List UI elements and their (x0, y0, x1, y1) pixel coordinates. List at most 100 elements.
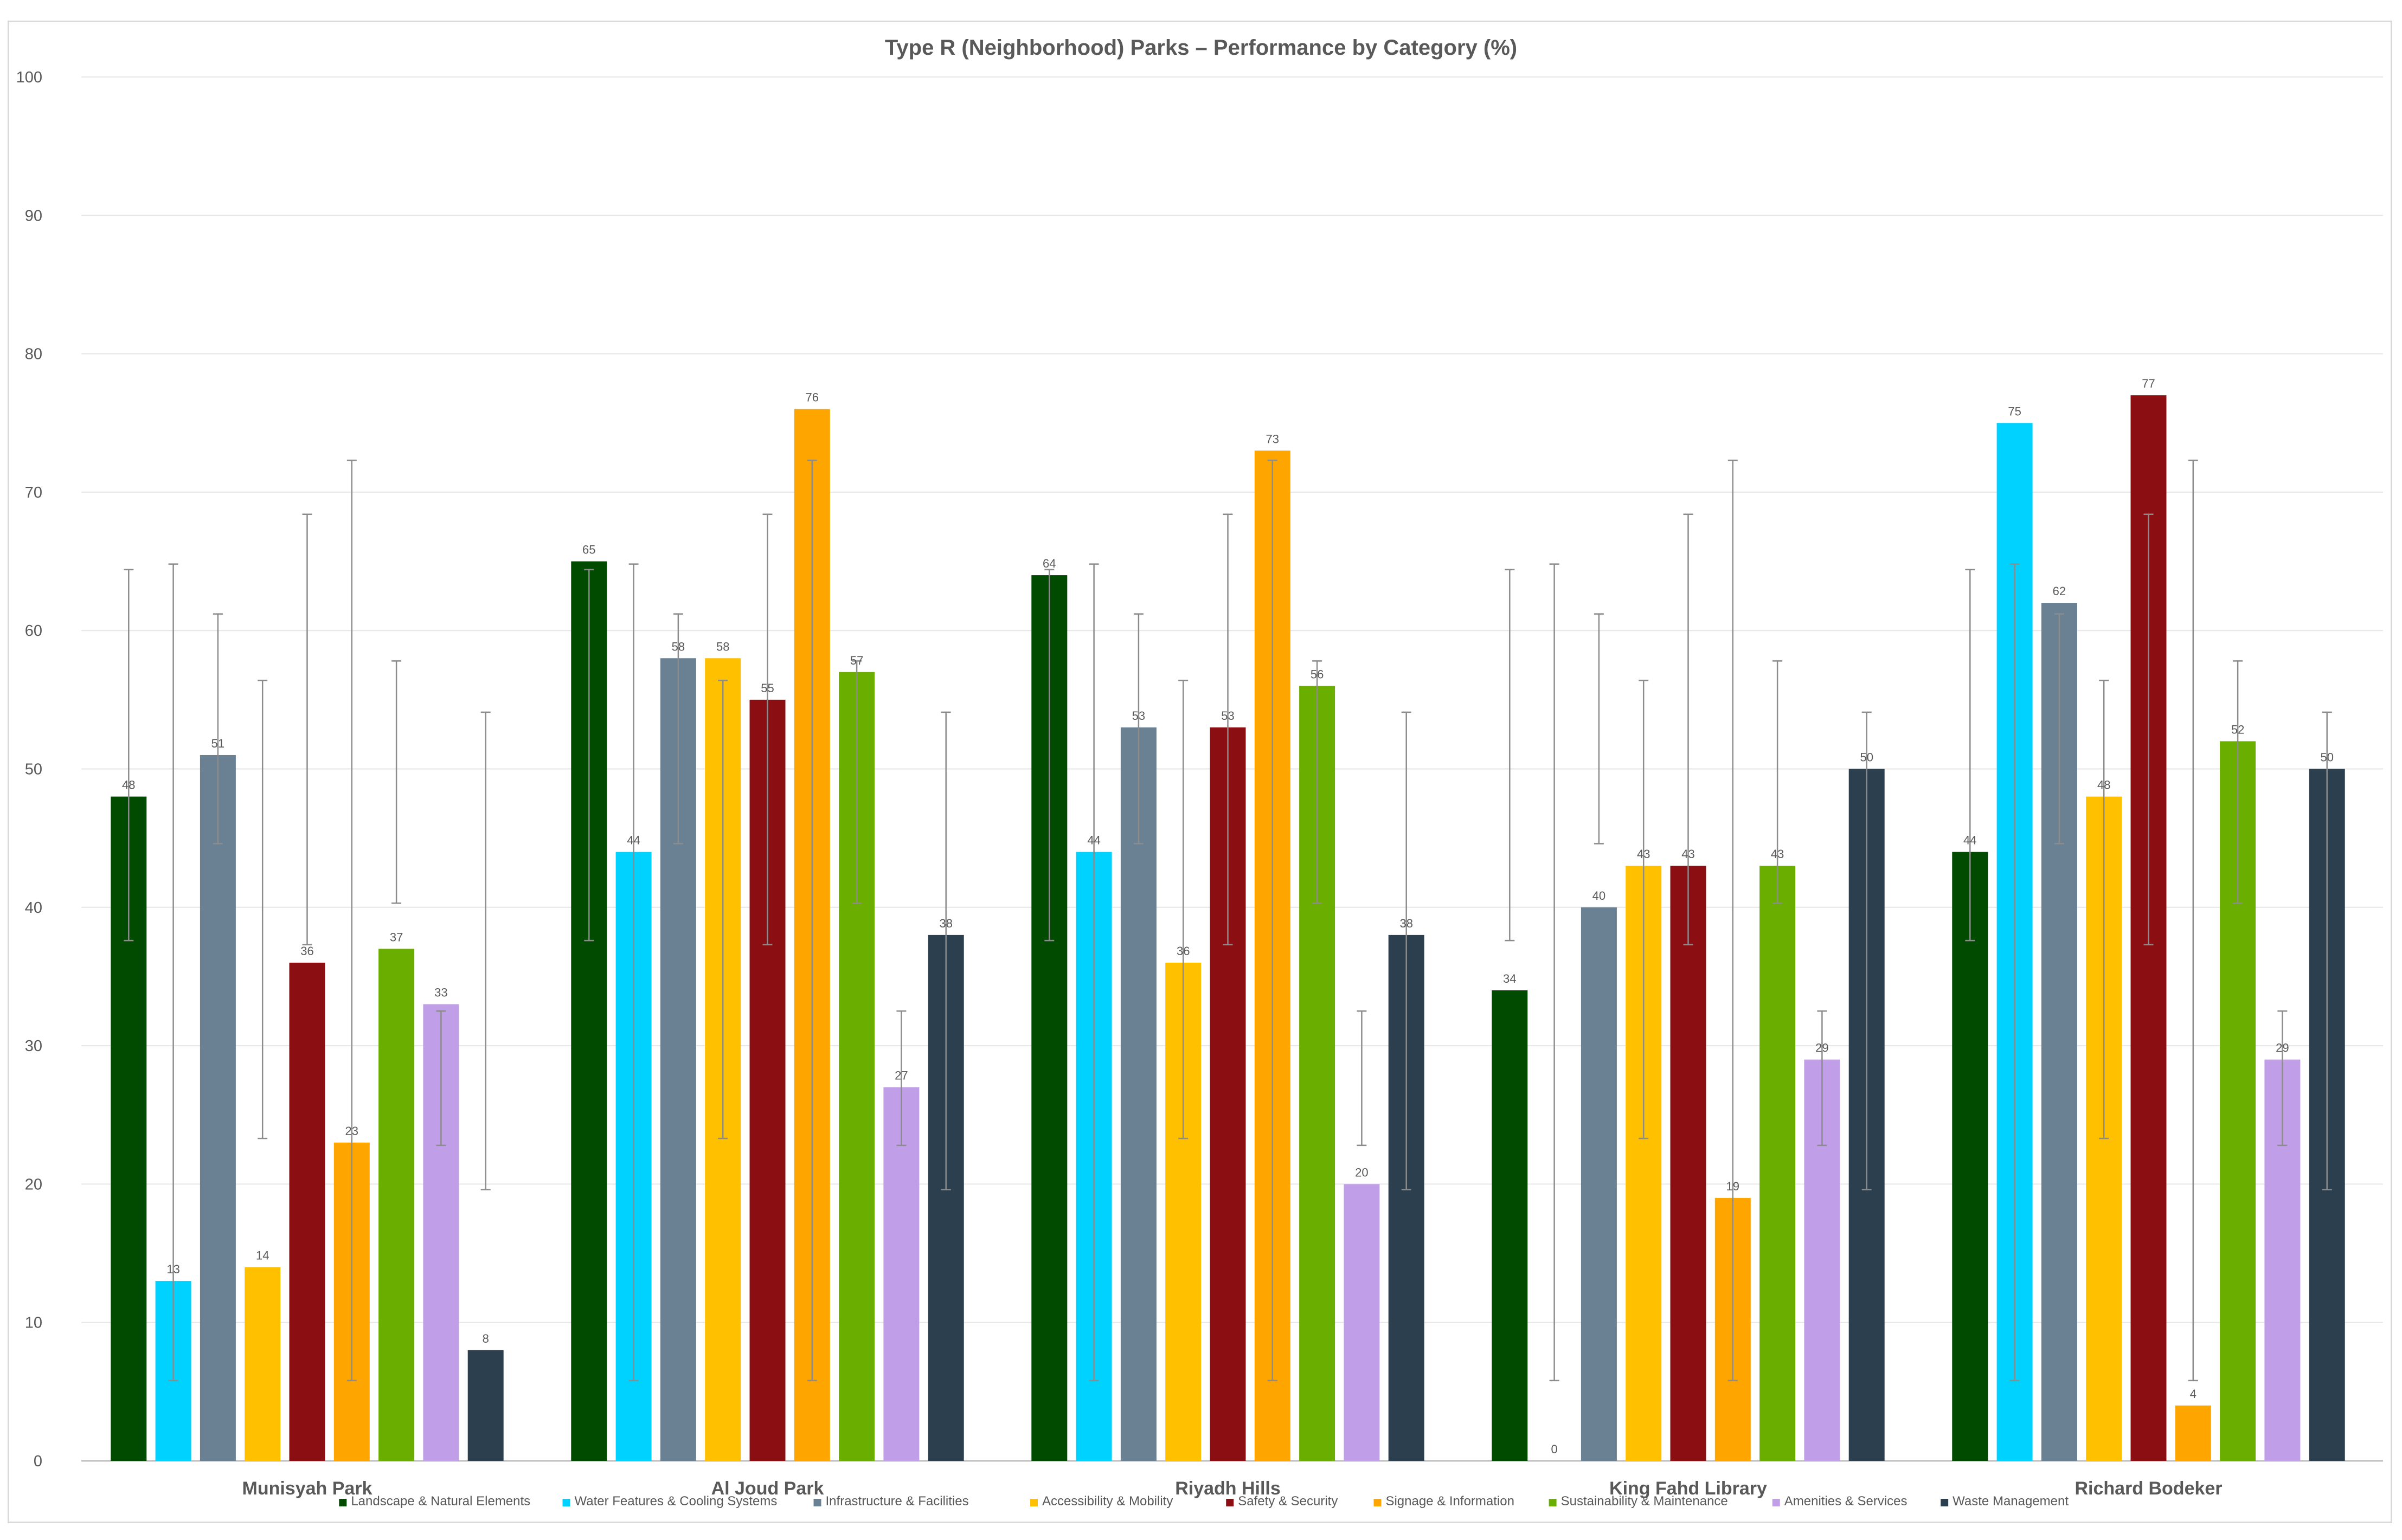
y-tick-label: 50 (25, 761, 42, 778)
data-label: 4 (2190, 1387, 2197, 1401)
data-label: 29 (1815, 1041, 1828, 1055)
data-label: 44 (1087, 834, 1100, 847)
bar-munisyah-park-waste-management (467, 1350, 504, 1461)
y-tick-label: 20 (25, 1176, 42, 1193)
data-label: 48 (2097, 778, 2110, 792)
x-category-label: King Fahd Library (1609, 1478, 1767, 1499)
bar-richard-bodeker-signage-and-information (2175, 1405, 2211, 1461)
data-label: 13 (166, 1262, 179, 1276)
y-tick-label: 30 (25, 1038, 42, 1055)
legend-swatch (1772, 1499, 1780, 1506)
legend-label: Signage & Information (1385, 1494, 1514, 1509)
legend-item-waste-management: Waste Management (1941, 1494, 2069, 1509)
chart-title: Type R (Neighborhood) Parks – Performanc… (885, 36, 1517, 60)
legend-swatch (1226, 1499, 1234, 1506)
legend: Landscape & Natural Elements Water Featur… (339, 1494, 2069, 1509)
data-label: 23 (345, 1124, 358, 1138)
legend-item-signage-and-information: Signage & Information (1373, 1494, 1514, 1509)
data-label: 19 (1726, 1180, 1739, 1193)
data-label: 44 (1963, 834, 1976, 847)
data-label: 64 (1043, 557, 1056, 570)
legend-swatch (1030, 1499, 1038, 1506)
data-label: 40 (1592, 889, 1605, 903)
bar-king-fahd-library-sustainability-and-maintenance (1759, 866, 1796, 1461)
legend-label: Amenities & Services (1784, 1494, 1908, 1509)
x-category-label: Richard Bodeker (2075, 1478, 2222, 1499)
data-label: 75 (2008, 404, 2021, 418)
data-label: 76 (806, 391, 819, 404)
data-label: 51 (211, 737, 224, 750)
legend-item-infrastructure-and-facilities: Infrastructure & Facilities (813, 1494, 969, 1509)
error-bars-layer (124, 459, 2332, 1382)
legend-label: Landscape & Natural Elements (351, 1494, 530, 1509)
data-label: 48 (122, 778, 135, 792)
data-label: 33 (434, 986, 447, 1000)
legend-swatch (1941, 1499, 1949, 1506)
data-label: 44 (627, 834, 640, 847)
bar-al-joud-park-amenities-and-services (883, 1087, 920, 1461)
bars-layer (111, 395, 2345, 1461)
data-label: 50 (2320, 751, 2333, 764)
data-label: 20 (1355, 1165, 1368, 1179)
y-tick-label: 10 (25, 1315, 42, 1332)
legend-label: Waste Management (1953, 1494, 2069, 1509)
bar-munisyah-park-infrastructure-and-facilities (200, 755, 236, 1461)
legend-swatch (562, 1499, 570, 1506)
data-label: 58 (716, 640, 729, 653)
data-label: 0 (1551, 1442, 1557, 1456)
y-tick-label: 40 (25, 899, 42, 917)
data-label: 52 (2231, 723, 2244, 736)
bar-munisyah-park-safety-and-security (289, 962, 325, 1461)
bar-riyadh-hills-infrastructure-and-facilities (1120, 727, 1157, 1461)
y-tick-label: 100 (16, 69, 42, 86)
legend-swatch (1373, 1499, 1382, 1506)
data-label: 37 (390, 930, 403, 944)
data-label: 36 (1177, 944, 1190, 958)
data-label: 43 (1681, 847, 1694, 861)
data-label: 14 (256, 1249, 269, 1262)
data-label: 29 (2276, 1041, 2289, 1055)
data-label: 8 (483, 1332, 489, 1345)
data-label: 53 (1221, 709, 1234, 723)
legend-item-water-features-and-cooling-systems: Water Features & Cooling Systems (562, 1494, 777, 1509)
legend-label: Infrastructure & Facilities (826, 1494, 969, 1509)
bar-munisyah-park-sustainability-and-maintenance (378, 949, 415, 1461)
bar-munisyah-park-accessibility-and-mobility (245, 1267, 281, 1461)
legend-swatch (339, 1499, 347, 1506)
legend-item-safety-and-security: Safety & Security (1226, 1494, 1338, 1509)
data-label: 27 (895, 1069, 908, 1082)
data-label: 58 (672, 640, 685, 653)
legend-label: Safety & Security (1238, 1494, 1338, 1509)
data-label: 62 (2053, 584, 2066, 598)
bar-riyadh-hills-amenities-and-services (1344, 1184, 1380, 1461)
x-category-label: Munisyah Park (242, 1478, 372, 1499)
data-label: 43 (1771, 847, 1784, 861)
data-label: 65 (582, 543, 595, 557)
legend-item-accessibility-and-mobility: Accessibility & Mobility (1030, 1494, 1173, 1509)
data-label: 56 (1311, 667, 1324, 681)
legend-swatch (813, 1499, 821, 1506)
data-label: 38 (939, 917, 952, 930)
data-label: 73 (1266, 432, 1279, 446)
data-label: 36 (300, 944, 313, 958)
y-tick-label: 90 (25, 207, 42, 224)
legend-item-landscape-and-natural-elements: Landscape & Natural Elements (339, 1494, 530, 1509)
legend-label: Water Features & Cooling Systems (574, 1494, 777, 1509)
bar-richard-bodeker-landscape-and-natural-elements (1952, 852, 1988, 1461)
data-label: 55 (761, 681, 774, 695)
y-tick-label: 80 (25, 346, 42, 363)
data-label: 77 (2142, 377, 2155, 390)
legend-item-amenities-and-services: Amenities & Services (1772, 1494, 1908, 1509)
x-category-label: Al Joud Park (711, 1478, 824, 1499)
y-tick-label: 70 (25, 484, 42, 501)
data-label: 34 (1503, 972, 1516, 985)
y-tick-label: 0 (34, 1453, 42, 1470)
bar-king-fahd-library-safety-and-security (1670, 866, 1706, 1461)
bar-king-fahd-library-landscape-and-natural-elements (1492, 990, 1528, 1461)
legend-label: Accessibility & Mobility (1042, 1494, 1173, 1509)
data-label: 53 (1132, 709, 1145, 723)
legend-item-sustainability-and-maintenance: Sustainability & Maintenance (1549, 1494, 1728, 1509)
